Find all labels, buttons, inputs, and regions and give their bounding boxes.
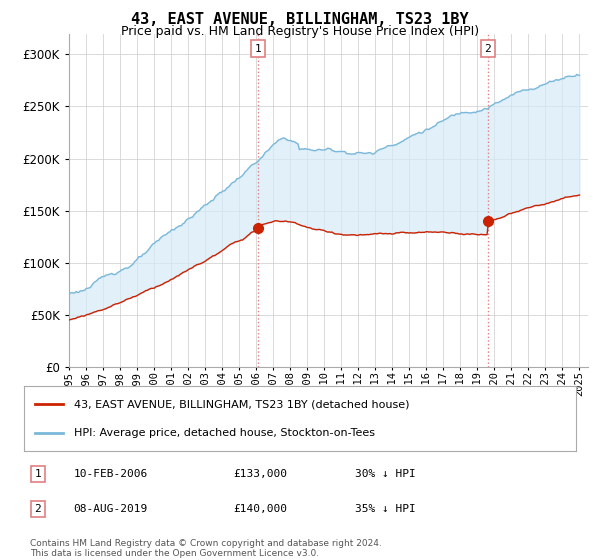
Text: 10-FEB-2006: 10-FEB-2006 xyxy=(74,469,148,479)
Text: 08-AUG-2019: 08-AUG-2019 xyxy=(74,504,148,514)
Text: 43, EAST AVENUE, BILLINGHAM, TS23 1BY: 43, EAST AVENUE, BILLINGHAM, TS23 1BY xyxy=(131,12,469,27)
Text: 1: 1 xyxy=(34,469,41,479)
Text: HPI: Average price, detached house, Stockton-on-Tees: HPI: Average price, detached house, Stoc… xyxy=(74,428,374,438)
Text: 35% ↓ HPI: 35% ↓ HPI xyxy=(355,504,416,514)
Text: 2: 2 xyxy=(34,504,41,514)
Text: 2: 2 xyxy=(485,44,491,54)
Text: Price paid vs. HM Land Registry's House Price Index (HPI): Price paid vs. HM Land Registry's House … xyxy=(121,25,479,38)
Text: £140,000: £140,000 xyxy=(234,504,288,514)
Text: £133,000: £133,000 xyxy=(234,469,288,479)
Text: 30% ↓ HPI: 30% ↓ HPI xyxy=(355,469,416,479)
Text: 43, EAST AVENUE, BILLINGHAM, TS23 1BY (detached house): 43, EAST AVENUE, BILLINGHAM, TS23 1BY (d… xyxy=(74,399,409,409)
Text: Contains HM Land Registry data © Crown copyright and database right 2024.
This d: Contains HM Land Registry data © Crown c… xyxy=(30,539,382,558)
Text: 1: 1 xyxy=(254,44,261,54)
